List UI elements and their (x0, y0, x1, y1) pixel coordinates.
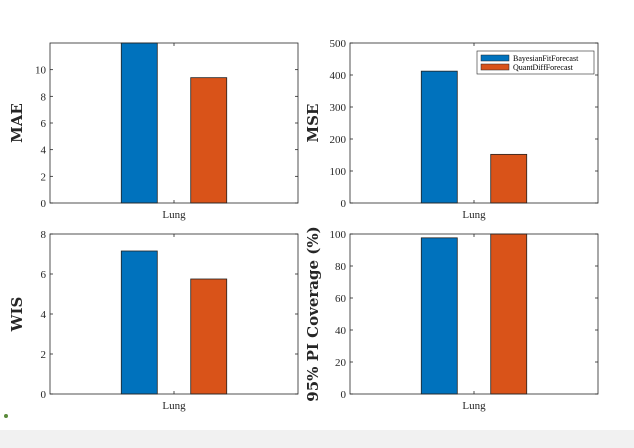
y-axis-label: MSE (304, 104, 322, 143)
metrics-figure: 0246810LungMAE0100200300400500LungMSEBay… (8, 38, 599, 412)
bar-bayesianfitforecast (120, 42, 158, 204)
legend-label: BayesianFitForecast (513, 54, 579, 63)
bar-quantdiffforecast (190, 77, 228, 204)
x-category-label: Lung (162, 209, 186, 221)
bar-bayesianfitforecast (120, 250, 158, 395)
bar-bayesianfitforecast (420, 237, 458, 395)
y-tick-label: 0 (41, 198, 47, 210)
y-tick-label: 500 (330, 38, 347, 50)
y-tick-label: 0 (341, 198, 347, 210)
y-tick-label: 8 (41, 229, 47, 241)
y-axis-label: MAE (8, 103, 26, 143)
axes-box (49, 42, 299, 204)
bar-quantdiffforecast (490, 233, 528, 395)
y-tick-label: 40 (335, 325, 347, 337)
bar-quantdiffforecast (490, 153, 528, 204)
y-tick-label: 0 (41, 389, 47, 401)
y-tick-label: 4 (41, 145, 47, 157)
y-tick-label: 6 (41, 269, 47, 281)
marker-dot (4, 414, 8, 418)
y-tick-label: 10 (35, 65, 47, 77)
y-tick-label: 300 (330, 102, 347, 114)
y-axis-label: WIS (8, 297, 26, 333)
bar-bayesianfitforecast (420, 70, 458, 204)
y-axis-label: 95% PI Coverage (%) (304, 226, 322, 401)
y-tick-label: 100 (330, 166, 347, 178)
y-tick-label: 60 (335, 293, 347, 305)
x-category-label: Lung (162, 400, 186, 412)
axes-box (349, 233, 599, 395)
y-tick-label: 80 (335, 261, 347, 273)
y-tick-label: 0 (341, 389, 347, 401)
y-tick-label: 4 (41, 309, 47, 321)
x-category-label: Lung (462, 400, 486, 412)
x-category-label: Lung (462, 209, 486, 221)
y-tick-label: 8 (41, 91, 47, 103)
y-tick-label: 200 (330, 134, 347, 146)
y-tick-label: 2 (41, 349, 47, 361)
y-tick-label: 6 (41, 118, 47, 130)
legend-label: QuantDiffForecast (513, 63, 574, 72)
axes-box (49, 233, 299, 395)
y-tick-label: 100 (330, 229, 347, 241)
legend-swatch-bayesianfitforecast (480, 54, 510, 62)
bar-quantdiffforecast (190, 278, 228, 395)
y-tick-label: 20 (335, 357, 347, 369)
y-tick-label: 2 (41, 171, 47, 183)
legend-swatch-quantdiffforecast (480, 63, 510, 71)
y-tick-label: 400 (330, 70, 347, 82)
figure-canvas: 0 2 4 6 8 10 Lung MAE 0 100 200 300 400 500 Lung MSE Bay… (0, 0, 634, 430)
